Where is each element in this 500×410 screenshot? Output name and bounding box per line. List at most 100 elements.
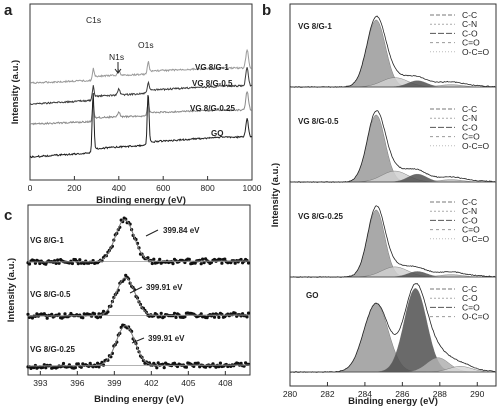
panel-b-ylabel: Intensity (a.u.) bbox=[270, 163, 281, 227]
panel-a-xtick-label: 800 bbox=[201, 183, 215, 193]
data-point bbox=[172, 311, 177, 315]
data-point bbox=[44, 366, 48, 370]
survey-trace bbox=[29, 48, 253, 85]
data-point bbox=[61, 361, 66, 366]
peak-label-n1s: N1s bbox=[109, 52, 124, 62]
legend-entry: C-N bbox=[462, 19, 477, 29]
data-point bbox=[183, 315, 187, 319]
data-point bbox=[201, 257, 205, 261]
panel-c-xtick-label: 393 bbox=[33, 378, 47, 388]
data-point bbox=[233, 261, 237, 265]
panel-c-ticks: 393 396 399 402 405 408 bbox=[33, 371, 233, 388]
data-point bbox=[233, 311, 237, 315]
legend-entry: O-C=O bbox=[462, 234, 490, 244]
peak-label-c1s: C1s bbox=[86, 15, 101, 25]
legend-entry: C-O bbox=[462, 28, 478, 38]
panel-label-a: a bbox=[4, 2, 13, 19]
component-peak bbox=[290, 266, 496, 278]
data-point bbox=[220, 261, 224, 265]
data-point bbox=[217, 365, 221, 369]
component-peak bbox=[290, 77, 496, 88]
panel-b-xtick-label: 284 bbox=[358, 389, 372, 399]
panel-b-xtick-label: 286 bbox=[395, 389, 409, 399]
legend-entry: O-C=O bbox=[462, 141, 490, 151]
panel-c-xtick-label: 408 bbox=[218, 378, 232, 388]
panel-a-xtick-label: 0 bbox=[28, 183, 33, 193]
panel-a-ylabel: Intensity (a.u.) bbox=[10, 60, 21, 124]
panel-c-xtick-label: 399 bbox=[107, 378, 121, 388]
panel-b-sample-1: VG 8/G-1 bbox=[298, 22, 332, 31]
data-point bbox=[57, 312, 61, 316]
data-point bbox=[174, 315, 178, 319]
data-point bbox=[212, 315, 217, 319]
data-point bbox=[76, 362, 80, 366]
data-point bbox=[81, 316, 85, 320]
survey-trace bbox=[29, 92, 253, 159]
panel-label-b: b bbox=[262, 2, 271, 19]
legend-entry: C-O bbox=[462, 215, 478, 225]
legend-entry: C=O bbox=[462, 302, 480, 312]
data-point bbox=[27, 262, 32, 266]
baseline bbox=[27, 260, 251, 263]
panel-a-survey: 0 200 400 600 800 1000 C1s N1s O1s VG 8/G-1 V… bbox=[10, 3, 262, 206]
panel-label-c: c bbox=[4, 207, 12, 224]
data-point bbox=[82, 261, 86, 266]
panel-a-xtick-label: 200 bbox=[67, 183, 81, 193]
legend-entry: C-O bbox=[462, 122, 478, 132]
panel-c-peak-label-2: 399.91 eV bbox=[146, 283, 183, 292]
data-point bbox=[73, 366, 77, 370]
peak-label-o1s: O1s bbox=[138, 40, 154, 50]
panel-a-traces bbox=[29, 48, 253, 159]
panel-a-frame bbox=[29, 3, 253, 181]
panel-a-label-vg025: VG 8/G-0.25 bbox=[190, 104, 235, 113]
panel-c-xlabel: Binding energy (eV) bbox=[94, 394, 184, 405]
data-point bbox=[93, 312, 97, 316]
data-point bbox=[78, 258, 82, 262]
panel-c-ylabel: Intensity (a.u.) bbox=[6, 258, 17, 322]
data-point bbox=[96, 316, 100, 320]
data-point bbox=[41, 365, 45, 369]
legend-entry: C-C bbox=[462, 284, 477, 294]
panel-a-xtick-label: 400 bbox=[112, 183, 126, 193]
panel-b-frame bbox=[289, 3, 497, 387]
survey-trace bbox=[29, 90, 252, 126]
data-point bbox=[223, 257, 227, 261]
component-peak bbox=[290, 170, 496, 183]
data-point bbox=[146, 256, 150, 260]
panel-c-data bbox=[26, 216, 251, 370]
data-point bbox=[98, 315, 103, 319]
panel-b-xtick-label: 290 bbox=[470, 389, 484, 399]
panel-b-xtick-label: 288 bbox=[433, 389, 447, 399]
data-point bbox=[199, 312, 203, 316]
panel-a-label-go: GO bbox=[211, 129, 223, 138]
data-point bbox=[35, 312, 39, 316]
panel-c-label-vg025: VG 8/G-0.25 bbox=[30, 345, 75, 354]
panel-c-arrow-1 bbox=[145, 229, 159, 237]
data-point bbox=[187, 257, 191, 261]
legend-entry: C-C bbox=[462, 104, 477, 114]
panel-c-arrow-3 bbox=[131, 337, 145, 344]
legend-entry: C-C bbox=[462, 10, 477, 20]
data-point bbox=[26, 312, 30, 316]
data-point bbox=[199, 262, 203, 266]
panel-b-sample-2: VG 8/G-0.5 bbox=[298, 117, 339, 126]
panel-c-peak-label-3: 399.91 eV bbox=[148, 334, 185, 343]
data-point bbox=[218, 361, 222, 365]
data-point bbox=[184, 365, 188, 369]
panel-b-c1s: 280 282 284 286 288 290 VG 8/G-1 VG 8/G-0.5 V… bbox=[270, 3, 497, 407]
data-point bbox=[45, 316, 49, 320]
panel-c-label-vg05: VG 8/G-0.5 bbox=[30, 290, 71, 299]
data-point bbox=[162, 366, 166, 370]
data-point bbox=[32, 259, 36, 263]
n1s-arrow-icon bbox=[114, 62, 122, 74]
panel-c-frame bbox=[27, 204, 251, 376]
data-point bbox=[56, 258, 60, 262]
panel-a-xtick-label: 600 bbox=[156, 183, 170, 193]
legend-entry: O-C=O bbox=[462, 47, 490, 57]
data-point bbox=[196, 361, 200, 365]
data-point bbox=[97, 365, 101, 369]
panel-c-arrow-2 bbox=[129, 286, 143, 294]
data-point bbox=[218, 257, 222, 262]
panel-c-xtick-label: 402 bbox=[144, 378, 158, 388]
